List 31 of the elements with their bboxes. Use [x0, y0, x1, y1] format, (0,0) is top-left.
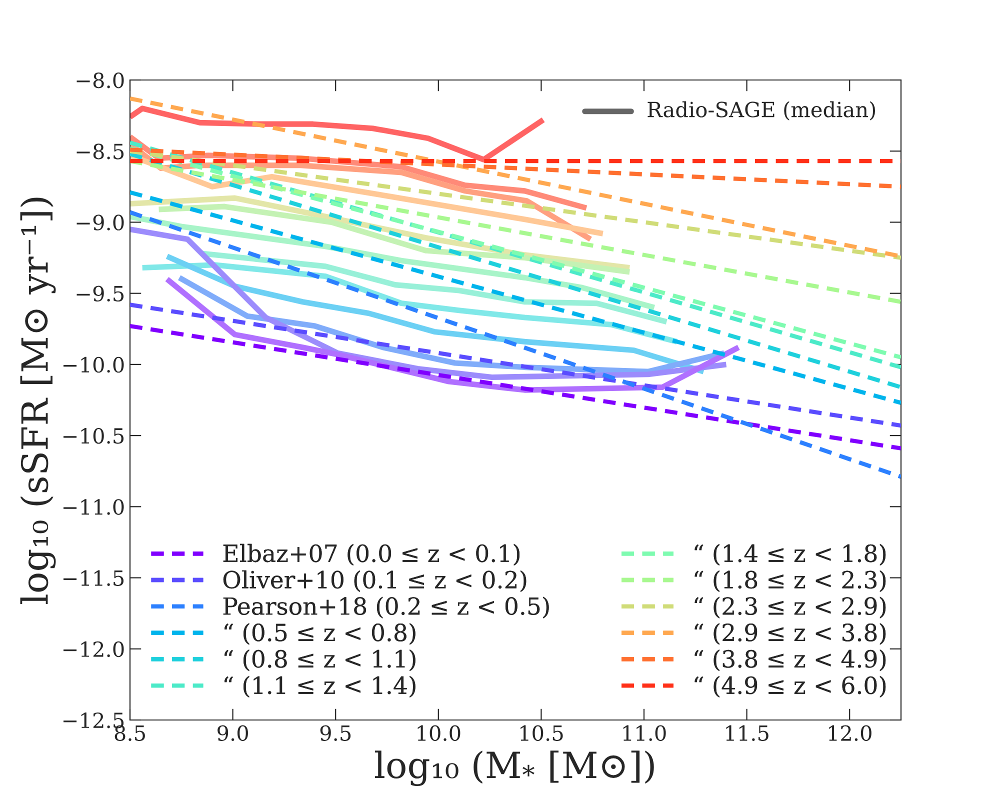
legend-label: “ (1.1 ≤ z < 1.4) [224, 676, 416, 698]
legend-label: “ (3.8 ≤ z < 4.9) [694, 650, 886, 672]
x-tick-label: 11.5 [726, 725, 768, 741]
x-tick-label: 12.0 [828, 725, 872, 741]
y-tick-label: −9.5 [76, 286, 124, 302]
annotation: Radio-SAGE (median) [648, 101, 876, 120]
x-tick-label: 10.0 [418, 725, 460, 741]
y-tick-label: −10.5 [64, 428, 124, 444]
x-axis-title: log₁₀ (M$_{*}$ [M⊙]) [374, 750, 654, 786]
legend-label: “ (0.5 ≤ z < 0.8) [224, 623, 416, 645]
y-tick-label: −10.0 [64, 356, 124, 373]
legend-label: “ (2.9 ≤ z < 3.8) [694, 623, 886, 645]
legend-label: “ (1.4 ≤ z < 1.8) [694, 544, 886, 566]
legend-label: Oliver+10 (0.1 ≤ z < 0.2) [223, 570, 526, 592]
legend-label: “ (1.8 ≤ z < 2.3) [694, 570, 886, 592]
x-tick-label: 9.5 [320, 725, 351, 741]
y-tick-label: −8.5 [76, 144, 124, 160]
y-tick-label: −9.0 [76, 214, 124, 230]
x-tick-label: 11.0 [623, 725, 666, 741]
y-tick-label: −11.5 [64, 570, 124, 586]
x-tick-label: 9.0 [218, 725, 248, 741]
legend-label: “ (2.3 ≤ z < 2.9) [694, 596, 886, 618]
y-axis-title: log₁₀ (sSFR [M⊙ yr⁻¹]) [20, 198, 56, 604]
legend-label: “ (0.8 ≤ z < 1.1) [224, 650, 416, 672]
x-tick-label: 10.5 [520, 725, 563, 741]
y-tick-label: −11.0 [64, 499, 124, 515]
legend-label: Pearson+18 (0.2 ≤ z < 0.5) [223, 596, 549, 618]
y-tick-label: −12.0 [64, 641, 124, 658]
y-tick-label: −8.0 [76, 72, 124, 88]
legend-label: “ (4.9 ≤ z < 6.0) [694, 676, 886, 698]
legend-label: Elbaz+07 (0.0 ≤ z < 0.1) [223, 544, 520, 566]
